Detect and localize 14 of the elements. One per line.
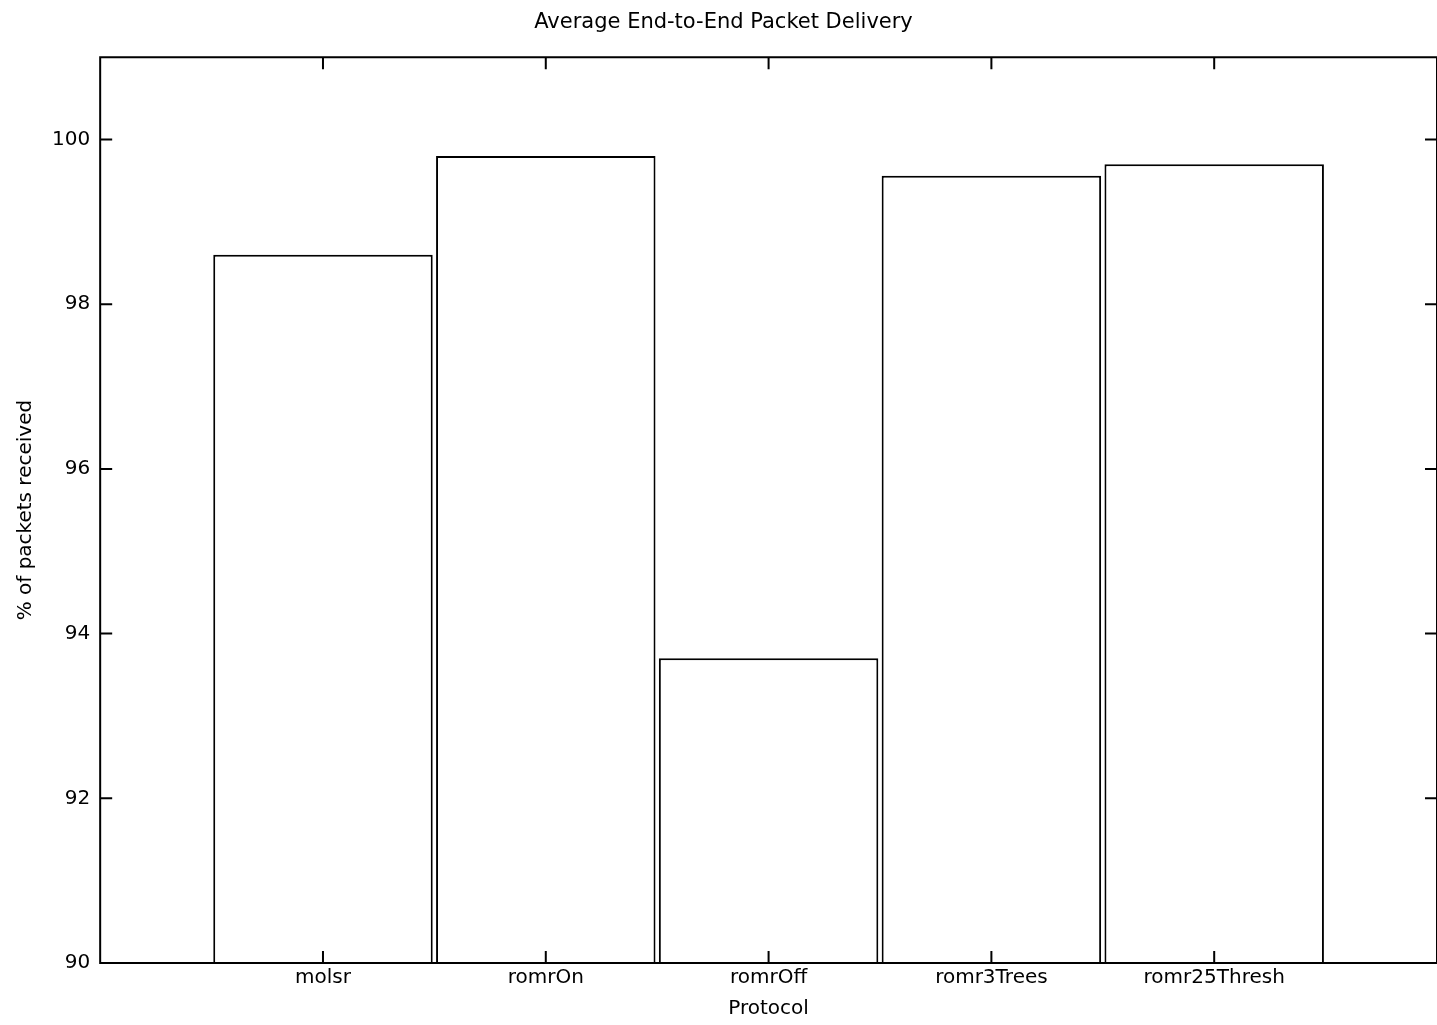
y-axis-title: % of packets received: [12, 399, 37, 621]
y-tick-label: 90: [64, 949, 91, 974]
x-tick-label: romr25Thresh: [1143, 964, 1285, 989]
y-tick-label: 92: [64, 784, 91, 809]
y-tick-label: 100: [51, 125, 91, 150]
y-tick-label: 98: [64, 290, 91, 315]
y-tick-label: 96: [64, 455, 91, 480]
x-axis-title: Protocol: [728, 995, 809, 1020]
y-tick-label: 94: [64, 619, 91, 644]
chart-title: Average End-to-End Packet Delivery: [534, 9, 913, 34]
x-tick-label: romr3Trees: [935, 964, 1048, 989]
x-tick-label: molsr: [295, 964, 352, 989]
x-tick-label: romrOff: [729, 964, 809, 989]
x-tick-label: romrOn: [507, 964, 584, 989]
